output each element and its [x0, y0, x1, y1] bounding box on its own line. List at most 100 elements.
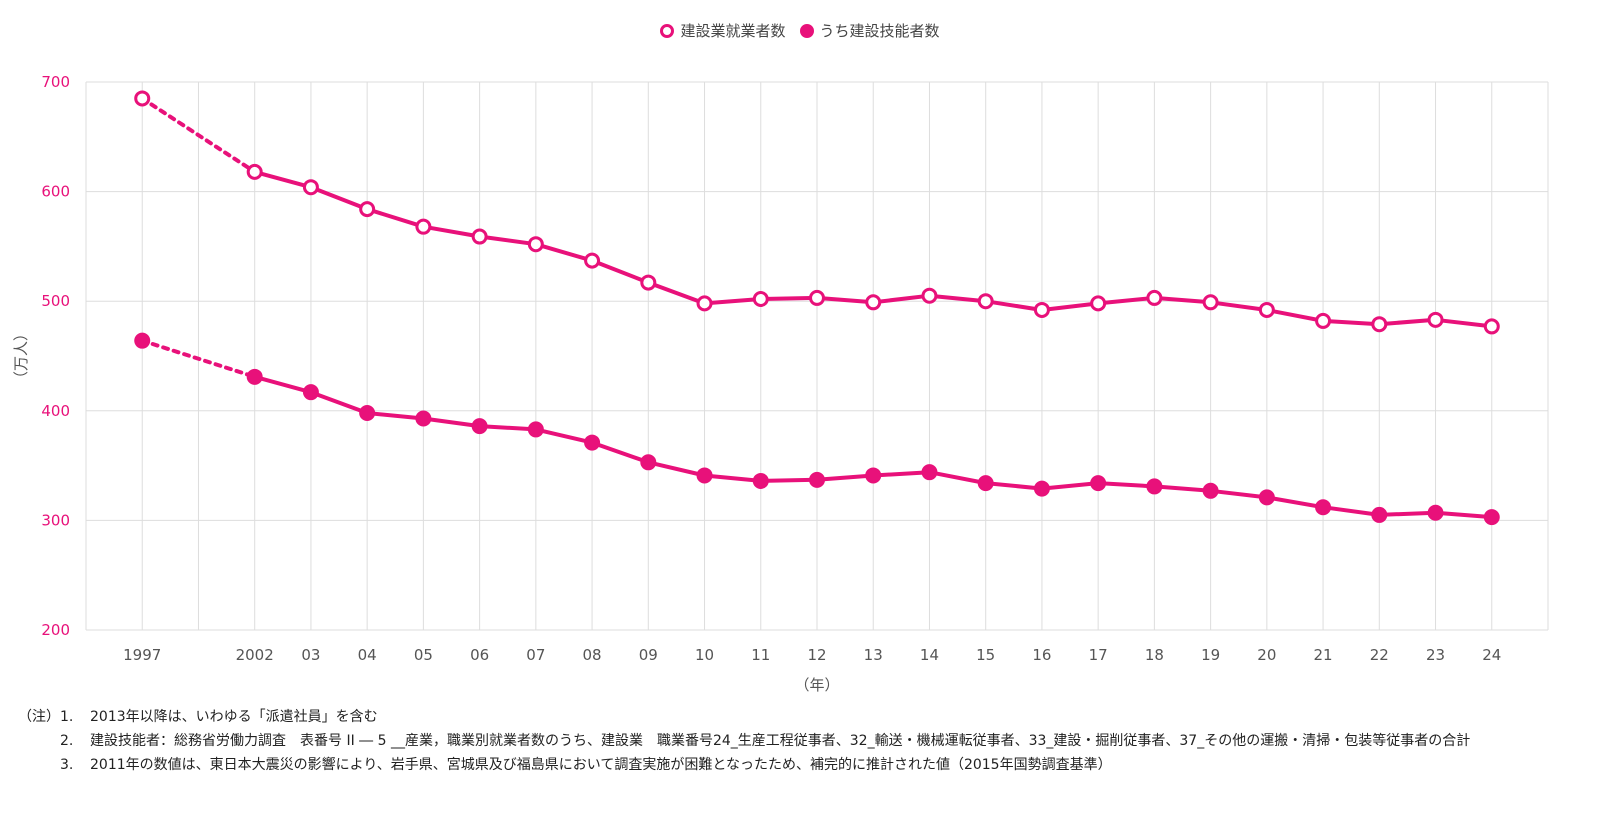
series-2-point: [809, 471, 825, 488]
y-tick-label: 400: [41, 402, 70, 420]
y-tick-label: 600: [41, 183, 70, 201]
series-2-point: [1427, 504, 1444, 521]
x-tick-label: 20: [1257, 646, 1276, 664]
y-axis-title: （万人）: [12, 326, 30, 386]
legend-item-skilled-workers[interactable]: うち建設技能者数: [799, 20, 940, 41]
series-1-point: [1258, 301, 1275, 318]
series-2-point: [752, 472, 769, 489]
series-1-point: [1202, 294, 1219, 311]
x-tick-label: 15: [976, 646, 995, 664]
line-chart: 200 300 400 500 600 700 1997 2002 03 04 05 06 07 08 09…: [12, 73, 1549, 694]
series-2-point: [527, 421, 544, 438]
x-tick-label: 23: [1426, 646, 1445, 664]
x-tick-label: 17: [1089, 646, 1108, 664]
open-circle-icon: [660, 23, 675, 38]
series-1-point: [1033, 301, 1050, 318]
x-tick-label: 18: [1145, 646, 1164, 664]
footnote-2: 2. 建設技能者：総務省労働力調査 表番号 II ― 5 __産業，職業別就業者…: [18, 729, 1593, 753]
series-2-point: [1371, 506, 1388, 523]
series-2-point: [1146, 478, 1163, 495]
series-1-point: [640, 274, 657, 291]
series-1-point: [1371, 316, 1388, 333]
series-1-point: [471, 228, 488, 245]
series-2-point: [977, 475, 994, 492]
series-2-dashed-segment: [140, 338, 257, 379]
series-2-point: [1033, 480, 1050, 497]
legend-label-skilled-workers: うち建設技能者数: [819, 22, 940, 40]
series-1-point: [696, 295, 713, 312]
series-2-point: [865, 467, 882, 484]
x-axis-title: （年）: [794, 676, 839, 694]
x-tick-label: 1997: [123, 646, 161, 664]
series-2-point: [921, 464, 938, 481]
x-tick-label: 06: [470, 646, 489, 664]
legend-label-employees: 建設業就業者数: [680, 22, 786, 40]
filled-circle-icon: [799, 23, 814, 38]
chart-legend: 建設業就業者数 うち建設技能者数: [0, 20, 1600, 41]
series-2-point: [584, 434, 601, 451]
footnote-text: 建設技能者：総務省労働力調査 表番号 II ― 5 __産業，職業別就業者数のう…: [90, 733, 1471, 749]
series-2-point: [640, 454, 657, 471]
series-1-point: [1090, 295, 1107, 312]
legend-item-employees[interactable]: 建設業就業者数: [660, 20, 786, 41]
series-1-point: [359, 201, 376, 218]
footnote-1: （注） 1. 2013年以降は、いわゆる「派遣社員」を含む: [18, 705, 1593, 729]
series-1-point: [1483, 318, 1500, 335]
x-tick-label: 09: [639, 646, 658, 664]
series-2-point: [1483, 509, 1500, 526]
x-tick-label: 13: [864, 646, 883, 664]
y-tick-label: 500: [41, 292, 70, 310]
series-2-point: [359, 404, 376, 421]
x-tick-label: 04: [358, 646, 377, 664]
series-2-point: [415, 410, 432, 427]
x-tick-label: 03: [301, 646, 320, 664]
series-2-point: [246, 368, 263, 385]
series-1-point: [527, 236, 544, 253]
series-2-point: [696, 467, 713, 484]
series-2-point: [1258, 489, 1275, 506]
series-1-point: [1427, 311, 1444, 328]
series-1-point: [1315, 312, 1332, 329]
series-1-point: [415, 218, 432, 235]
x-tick-label: 2002: [236, 646, 274, 664]
x-tick-label: 19: [1201, 646, 1220, 664]
series-1-point: [977, 293, 994, 310]
series-1-point: [752, 291, 769, 308]
series-1-dashed-segment: [140, 96, 257, 174]
series-1-point: [865, 294, 882, 311]
series-1-point: [921, 287, 938, 304]
y-tick-label: 700: [41, 73, 70, 91]
footnote-text: 2011年の数値は、東日本大震災の影響により、岩手県、宮城県及び福島県において調…: [90, 757, 1112, 773]
x-tick-label: 14: [920, 646, 939, 664]
series-1-point: [302, 179, 319, 196]
footnote-number: 1.: [60, 709, 74, 725]
x-tick-label: 07: [526, 646, 545, 664]
footnote-number: 3.: [60, 757, 74, 773]
footnotes: （注） 1. 2013年以降は、いわゆる「派遣社員」を含む 2. 建設技能者：総…: [18, 705, 1593, 777]
series-1-point: [584, 252, 601, 269]
x-tick-label: 22: [1370, 646, 1389, 664]
x-tick-label: 05: [414, 646, 433, 664]
x-tick-label: 08: [583, 646, 602, 664]
footnote-number: 2.: [60, 733, 74, 749]
series-1-point: [134, 90, 151, 107]
series-1-point: [246, 163, 263, 180]
y-tick-label: 300: [41, 511, 70, 529]
x-tick-label: 12: [807, 646, 826, 664]
x-tick-label: 21: [1314, 646, 1333, 664]
x-tick-label: 10: [695, 646, 714, 664]
series-2-point: [302, 384, 319, 401]
series-2-point: [471, 418, 488, 435]
x-tick-label: 16: [1032, 646, 1051, 664]
footnote-3: 3. 2011年の数値は、東日本大震災の影響により、岩手県、宮城県及び福島県にお…: [18, 753, 1593, 777]
series-2-point: [1090, 475, 1107, 492]
x-tick-label: 11: [751, 646, 770, 664]
series-2-point: [1202, 482, 1219, 499]
footnote-text: 2013年以降は、いわゆる「派遣社員」を含む: [90, 709, 378, 725]
footnote-prefix: （注）: [18, 709, 60, 725]
series-1-point: [809, 289, 825, 306]
series-2-point: [134, 332, 151, 349]
series-2-point: [1315, 499, 1332, 516]
series-1-point: [1146, 289, 1163, 306]
y-tick-label: 200: [41, 621, 70, 639]
